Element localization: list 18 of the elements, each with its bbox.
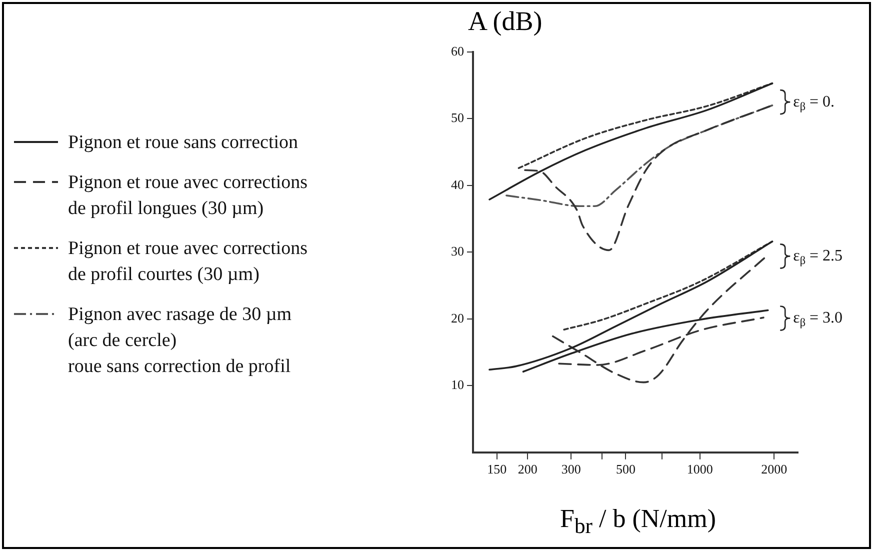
y-tick-label: 40 [451, 176, 464, 192]
y-tick-label: 50 [451, 110, 464, 126]
legend-label: Pignon avec rasage de 30 µm (arc de cercle) roue sans correction de profil [68, 303, 292, 379]
x-tick-label: 500 [616, 462, 636, 477]
x-tick-label: 2000 [761, 462, 788, 477]
x-tick-label: 150 [487, 462, 507, 477]
x-tick-label: 200 [518, 462, 538, 477]
x-axis-title: F$_{br}$ / b (N/mm) [560, 504, 716, 540]
y-tick-label: 20 [451, 310, 464, 326]
legend-label: Pignon et roue avec corrections de profil courtes (30 µm) [68, 237, 308, 287]
legend-label: Pignon et roue avec corrections de profil longues (30 µm) [68, 171, 308, 221]
x-tick-label: 1000 [686, 462, 713, 477]
y-tick-label: 30 [451, 244, 464, 259]
legend-label: Pignon et roue sans correction [68, 131, 298, 155]
y-tick-label: 10 [451, 377, 464, 392]
y-tick-label: 60 [451, 43, 464, 58]
x-tick-label: 300 [561, 462, 581, 477]
y-axis-title: A (dB) [468, 6, 542, 37]
